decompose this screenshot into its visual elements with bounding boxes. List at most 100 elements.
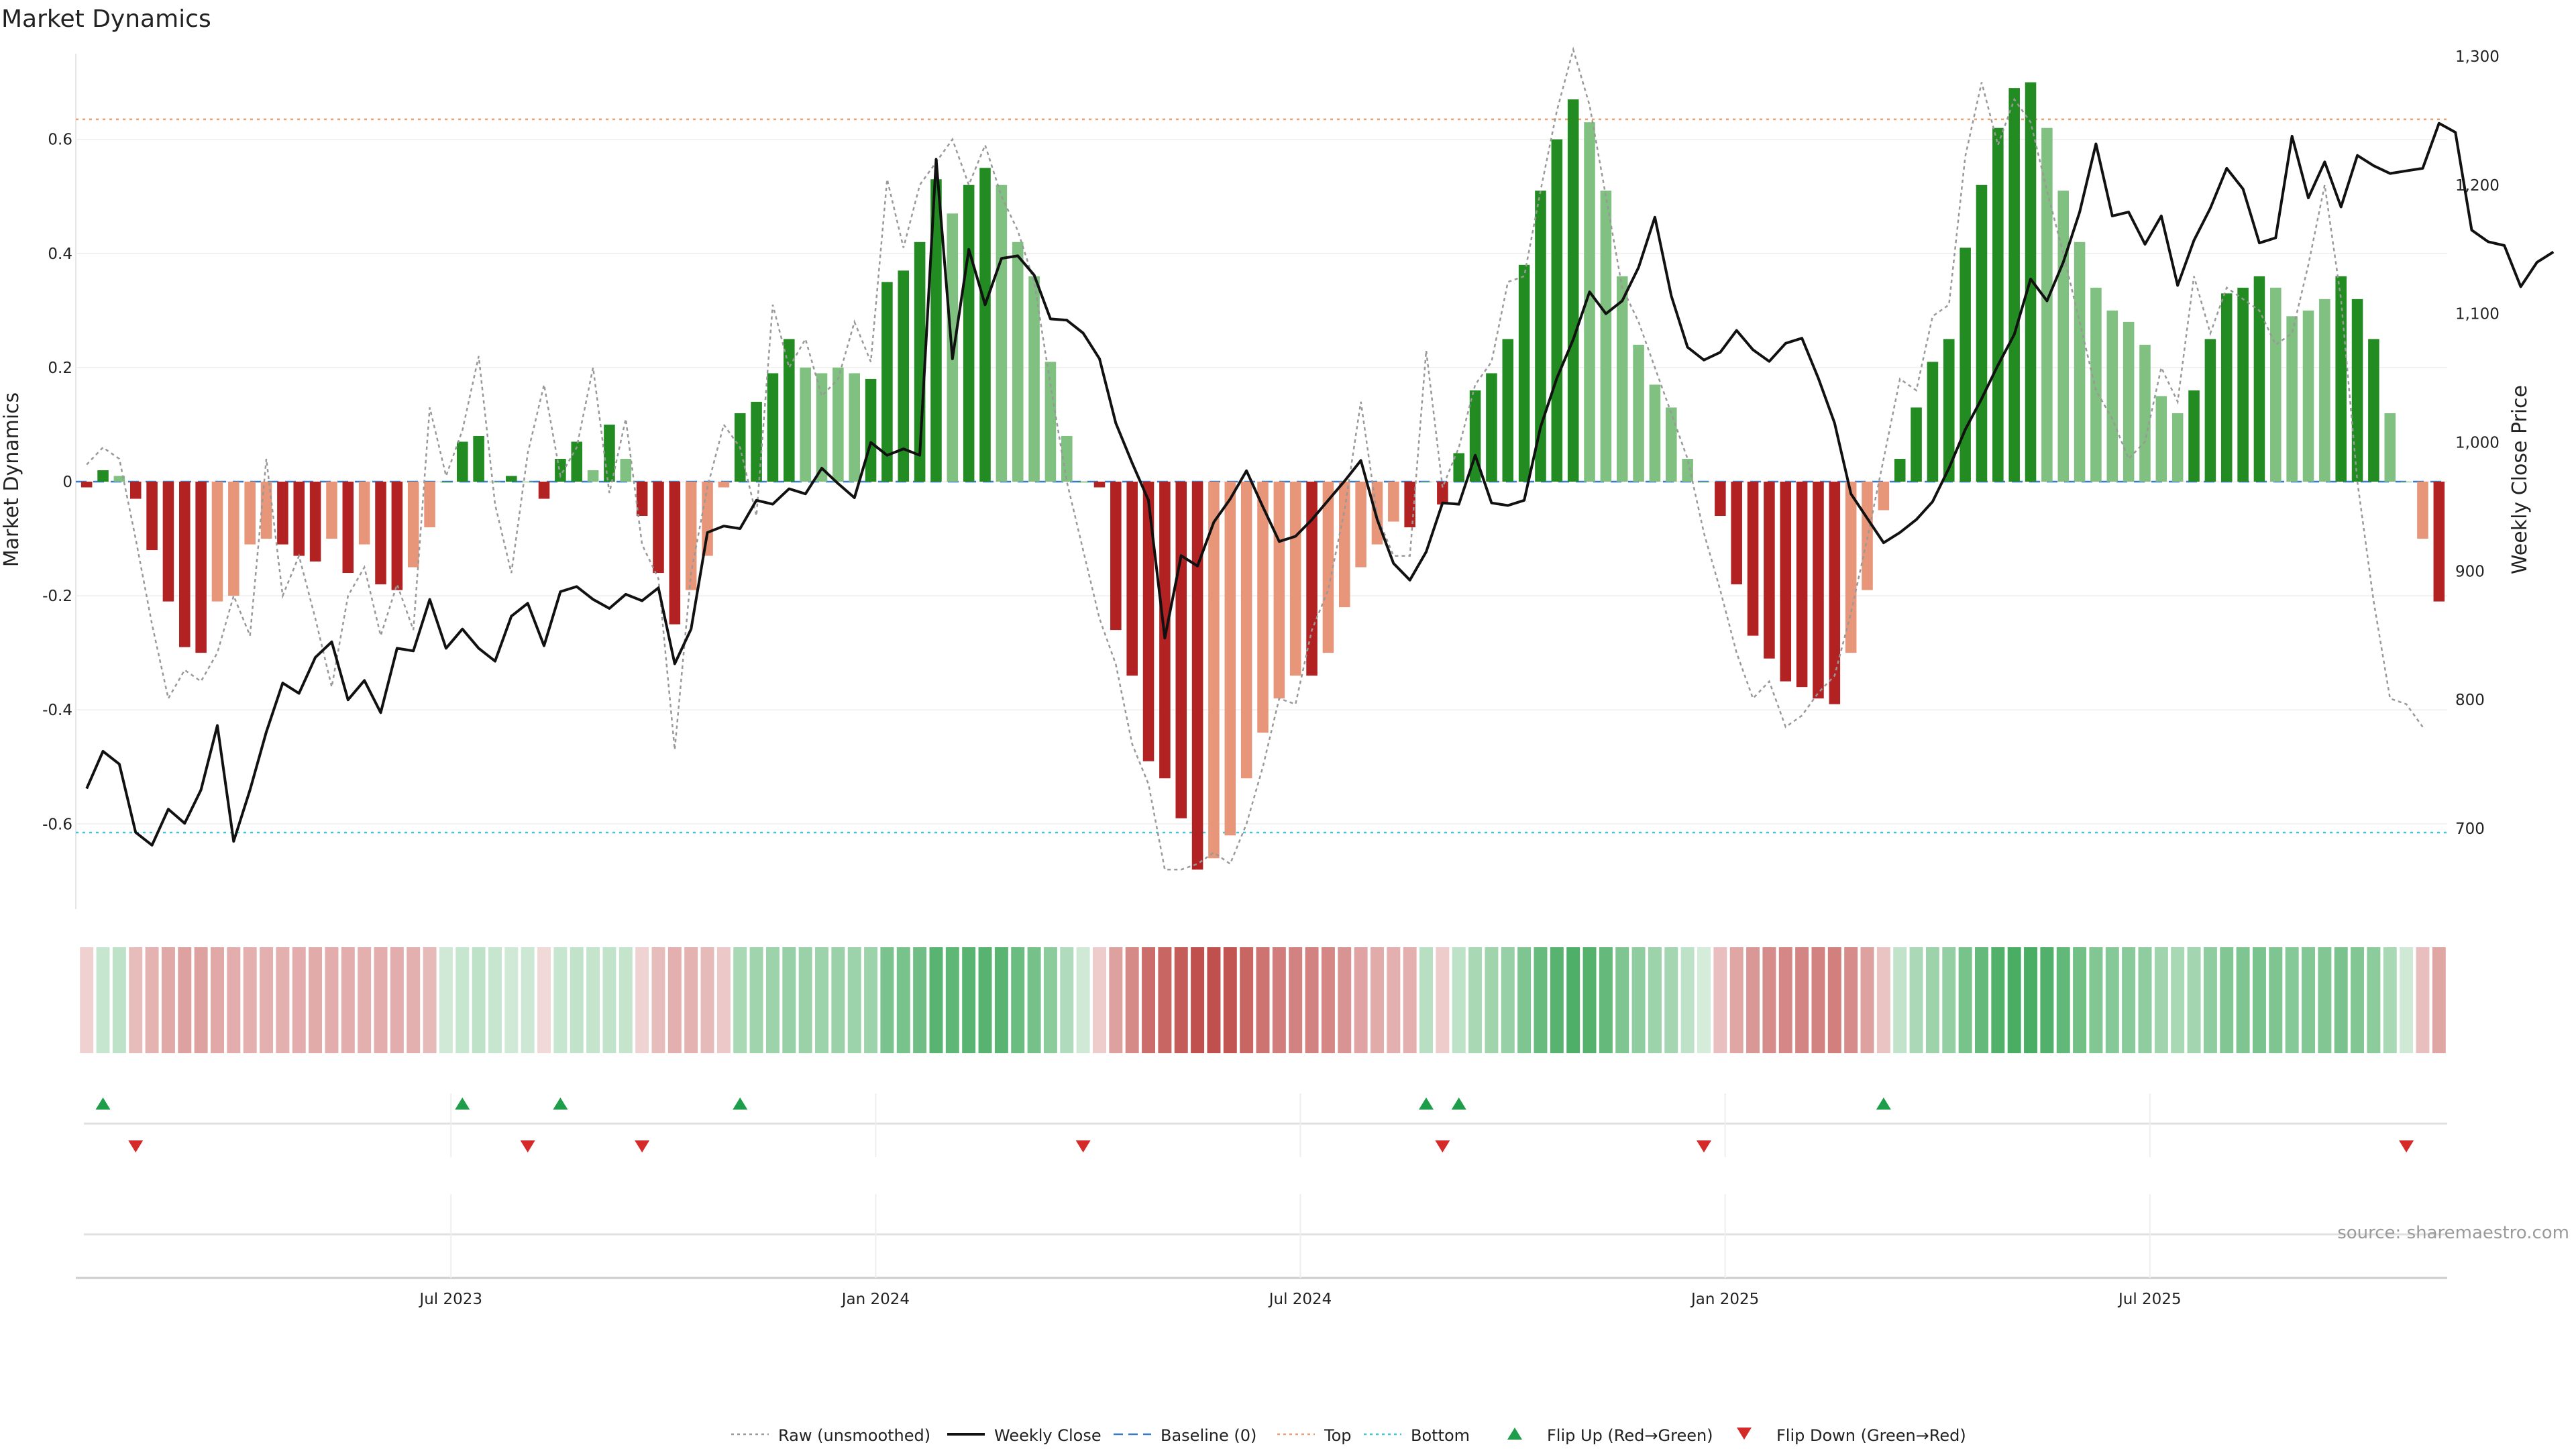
flip-up-marker — [1451, 1097, 1466, 1110]
bar — [620, 458, 632, 482]
bar — [718, 482, 730, 488]
y2-tick-label: 1,100 — [2455, 306, 2500, 323]
strip-cell — [994, 947, 1008, 1053]
strip-cell — [1354, 947, 1368, 1053]
strip-cell — [962, 947, 976, 1053]
bar — [784, 339, 795, 482]
bar — [1175, 482, 1187, 818]
strip-cell — [700, 947, 714, 1053]
bar — [1845, 482, 1857, 653]
strip-cell — [553, 947, 568, 1053]
flip-down-marker — [1696, 1140, 1711, 1152]
strip-cell — [2122, 947, 2136, 1053]
bar — [1633, 344, 1644, 482]
strip-cell — [2252, 947, 2266, 1053]
strip-cell — [2383, 947, 2397, 1053]
y-tick-label: -0.2 — [42, 588, 72, 605]
bar — [179, 482, 191, 647]
source-note: source: sharemaestro.com — [2337, 1223, 2569, 1243]
strip-cell — [423, 947, 437, 1053]
strip-cell — [2040, 947, 2054, 1053]
bar — [636, 482, 648, 517]
bar — [1028, 276, 1040, 482]
legend-label: Flip Up (Red→Green) — [1547, 1426, 1713, 1445]
strip-cell — [1452, 947, 1466, 1053]
strip-cell — [537, 947, 551, 1053]
strip-cell — [1909, 947, 1923, 1053]
bar — [1437, 482, 1448, 505]
strip-cell — [1942, 947, 1956, 1053]
strip-cell — [276, 947, 290, 1053]
strip-cell — [1305, 947, 1319, 1053]
strip-cell — [880, 947, 894, 1053]
strip-cell — [178, 947, 192, 1053]
strip-cell — [390, 947, 404, 1053]
bar — [898, 270, 910, 482]
bar — [587, 470, 599, 482]
bar — [2302, 310, 2314, 482]
bar — [555, 458, 566, 482]
strip-cell — [1387, 947, 1401, 1053]
bar — [930, 179, 942, 482]
y-tick-label: -0.6 — [42, 816, 72, 833]
strip-cell — [521, 947, 535, 1053]
bar — [1616, 276, 1628, 482]
strip-cell — [2154, 947, 2168, 1053]
strip-cell — [1191, 947, 1205, 1053]
strip-cell — [1778, 947, 1792, 1053]
strip-cell — [211, 947, 224, 1053]
strip-cell — [2416, 947, 2430, 1053]
bar — [2041, 127, 2053, 482]
bar — [2171, 413, 2184, 482]
flip-down-marker — [520, 1140, 535, 1152]
strip-cell — [260, 947, 274, 1053]
strip-cell — [1566, 947, 1580, 1053]
strip-cell — [2236, 947, 2250, 1053]
strip-cell — [749, 947, 763, 1053]
strip-cell — [2187, 947, 2201, 1053]
flip-up-marker — [733, 1097, 748, 1110]
strip-cell — [1403, 947, 1417, 1053]
bar — [1371, 482, 1383, 545]
bar — [2433, 482, 2445, 602]
strip-cell — [1027, 947, 1041, 1053]
strip-cell — [1746, 947, 1760, 1053]
strip-cell — [651, 947, 665, 1053]
bar — [228, 482, 239, 596]
bar — [195, 482, 207, 653]
strip-cell — [1844, 947, 1858, 1053]
bar — [2237, 287, 2249, 482]
strip-cell — [1240, 947, 1254, 1053]
strip-cell — [374, 947, 388, 1053]
bar — [80, 482, 93, 488]
bar — [2368, 339, 2379, 482]
legend-label: Raw (unsmoothed) — [778, 1426, 930, 1445]
strip-cell — [815, 947, 828, 1053]
bar — [767, 373, 779, 482]
y2-axis-label: Weekly Close Price — [2508, 385, 2532, 574]
bar — [391, 482, 403, 590]
bar — [2074, 241, 2086, 482]
strip-cell — [1011, 947, 1025, 1053]
strip-cell — [635, 947, 649, 1053]
bar — [669, 482, 681, 625]
bar — [2106, 310, 2118, 482]
strip-cell — [1664, 947, 1678, 1053]
bar — [1567, 99, 1579, 482]
bar — [1469, 390, 1481, 482]
strip-cell — [733, 947, 747, 1053]
bar — [1061, 435, 1073, 482]
bar — [1829, 482, 1841, 704]
strip-cell — [1436, 947, 1450, 1053]
bar — [1273, 482, 1285, 699]
strip-cell — [1468, 947, 1483, 1053]
strip-cell — [80, 947, 94, 1053]
strip-cell — [978, 947, 992, 1053]
x-tick-label: Jan 2025 — [1690, 1291, 1759, 1308]
bar — [1764, 482, 1775, 659]
flip-up-marker — [95, 1097, 111, 1110]
bar — [1666, 407, 1677, 482]
strip-cell — [1338, 947, 1352, 1053]
bar — [1142, 482, 1155, 761]
bar — [1894, 458, 1906, 482]
